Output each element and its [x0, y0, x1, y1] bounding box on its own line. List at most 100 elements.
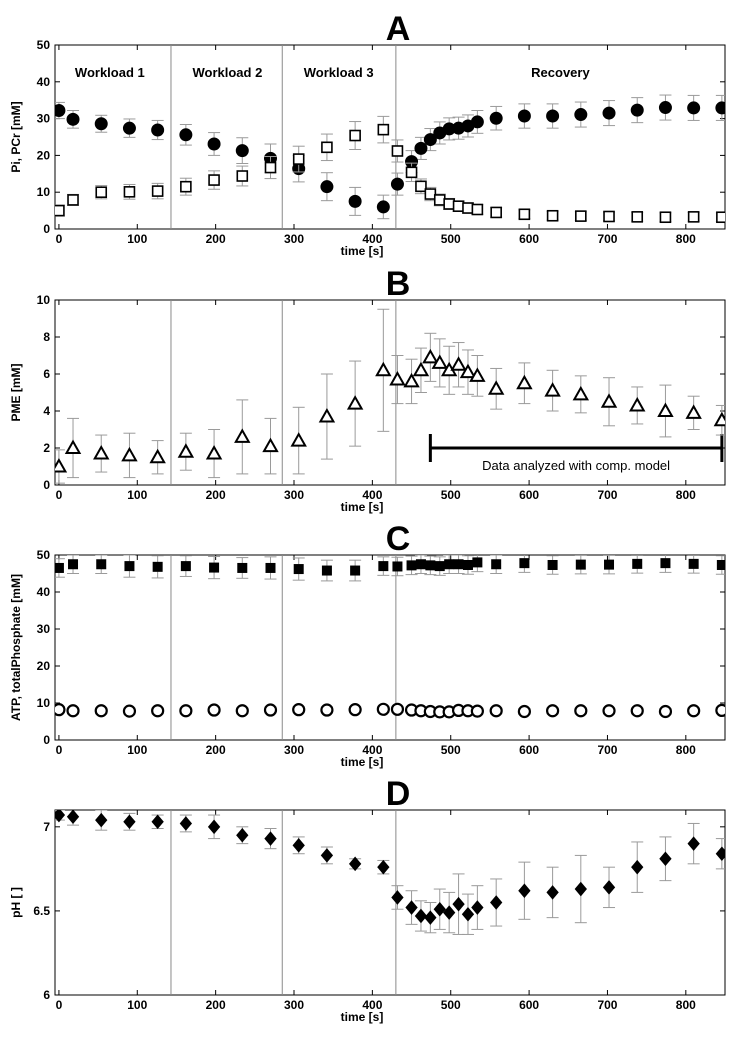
data-point	[391, 145, 404, 157]
annotation-bracket	[428, 434, 724, 462]
y-axis-label: PME [mM]	[9, 364, 23, 422]
data-point	[517, 704, 531, 719]
data-point	[574, 108, 588, 122]
panel-letter: A	[386, 10, 411, 48]
y-tick-label: 40	[37, 75, 51, 89]
data-point	[292, 703, 306, 717]
y-tick-label: 6.5	[33, 904, 50, 918]
y-tick-label: 30	[37, 622, 51, 636]
data-point	[491, 559, 502, 570]
data-point	[152, 561, 163, 572]
y-tick-label: 40	[37, 585, 51, 599]
x-tick-label: 700	[597, 488, 617, 502]
data-point	[546, 109, 560, 123]
data-point	[715, 703, 725, 717]
y-tick-label: 0	[43, 478, 50, 492]
data-point	[518, 883, 531, 899]
data-point	[630, 704, 644, 718]
x-tick-label: 500	[441, 743, 461, 757]
data-point	[489, 111, 503, 125]
data-point	[716, 211, 725, 224]
data-point	[293, 564, 304, 575]
data-point	[405, 166, 418, 179]
data-point	[688, 558, 699, 569]
data-point	[470, 704, 484, 718]
x-tick-label: 700	[597, 232, 617, 246]
data-point	[434, 561, 445, 572]
data-point	[290, 432, 307, 447]
axes-frame	[54, 809, 726, 996]
x-tick-label: 100	[127, 998, 147, 1012]
data-point	[414, 908, 428, 924]
data-point	[658, 101, 672, 115]
data-point	[602, 704, 616, 718]
data-point	[450, 356, 467, 371]
data-point	[685, 404, 702, 419]
data-point	[459, 363, 477, 379]
data-series	[55, 555, 725, 582]
data-point	[574, 881, 587, 897]
data-point	[95, 812, 108, 828]
data-point	[55, 562, 64, 573]
y-axis-label: pH [ ]	[9, 887, 23, 918]
data-point	[462, 202, 474, 214]
data-point	[149, 448, 166, 464]
data-point	[469, 367, 486, 382]
data-point	[462, 559, 473, 570]
x-tick-label: 200	[206, 232, 226, 246]
data-point	[376, 702, 390, 716]
x-tick-label: 300	[284, 232, 304, 246]
data-point	[348, 856, 362, 872]
x-axis-label: time [s]	[341, 500, 384, 514]
data-series	[55, 308, 725, 484]
data-point	[713, 411, 725, 427]
x-tick-label: 400	[362, 743, 382, 757]
data-point	[602, 106, 616, 120]
data-point	[604, 559, 615, 570]
data-point	[659, 851, 672, 867]
x-tick-label: 800	[676, 998, 696, 1012]
x-tick-label: 200	[206, 488, 226, 502]
x-tick-label: 800	[676, 488, 696, 502]
data-point	[716, 559, 725, 570]
data-point	[179, 816, 193, 831]
panel-a: 0 100 200 300 400 500 600 700 800 0 10 20 30 40 50 Atim…	[9, 10, 726, 258]
y-tick-label: 20	[37, 659, 51, 673]
y-tick-label: 0	[43, 733, 50, 747]
data-point	[151, 704, 165, 718]
data-point	[234, 428, 251, 443]
data-point	[603, 210, 615, 223]
x-tick-label: 500	[441, 998, 461, 1012]
data-point	[348, 703, 362, 717]
y-axis-label: Pi, PCr [mM]	[9, 101, 23, 172]
data-point	[431, 354, 448, 369]
data-point	[321, 141, 333, 154]
data-point	[405, 900, 418, 915]
y-tick-label: 0	[43, 222, 50, 236]
x-tick-label: 700	[597, 998, 617, 1012]
data-point	[658, 704, 673, 719]
y-axis-label: ATP, totalPhosphate [mM]	[9, 574, 23, 721]
data-point	[349, 129, 361, 142]
data-point	[572, 385, 590, 401]
x-axis-label: time [s]	[341, 755, 384, 769]
data-series	[55, 702, 725, 719]
panel-letter: C	[386, 520, 411, 558]
data-point	[376, 200, 390, 214]
data-point	[423, 133, 437, 147]
data-point	[631, 211, 644, 223]
data-point	[574, 704, 588, 718]
data-point	[715, 846, 725, 862]
data-point	[262, 437, 279, 453]
data-point	[687, 211, 700, 223]
data-point	[179, 128, 193, 142]
y-tick-label: 2	[43, 441, 50, 455]
data-point	[55, 457, 68, 473]
data-point	[180, 561, 191, 572]
axes-frame	[54, 299, 726, 486]
x-tick-label: 300	[284, 998, 304, 1012]
data-point	[350, 565, 361, 576]
data-point	[630, 103, 644, 117]
